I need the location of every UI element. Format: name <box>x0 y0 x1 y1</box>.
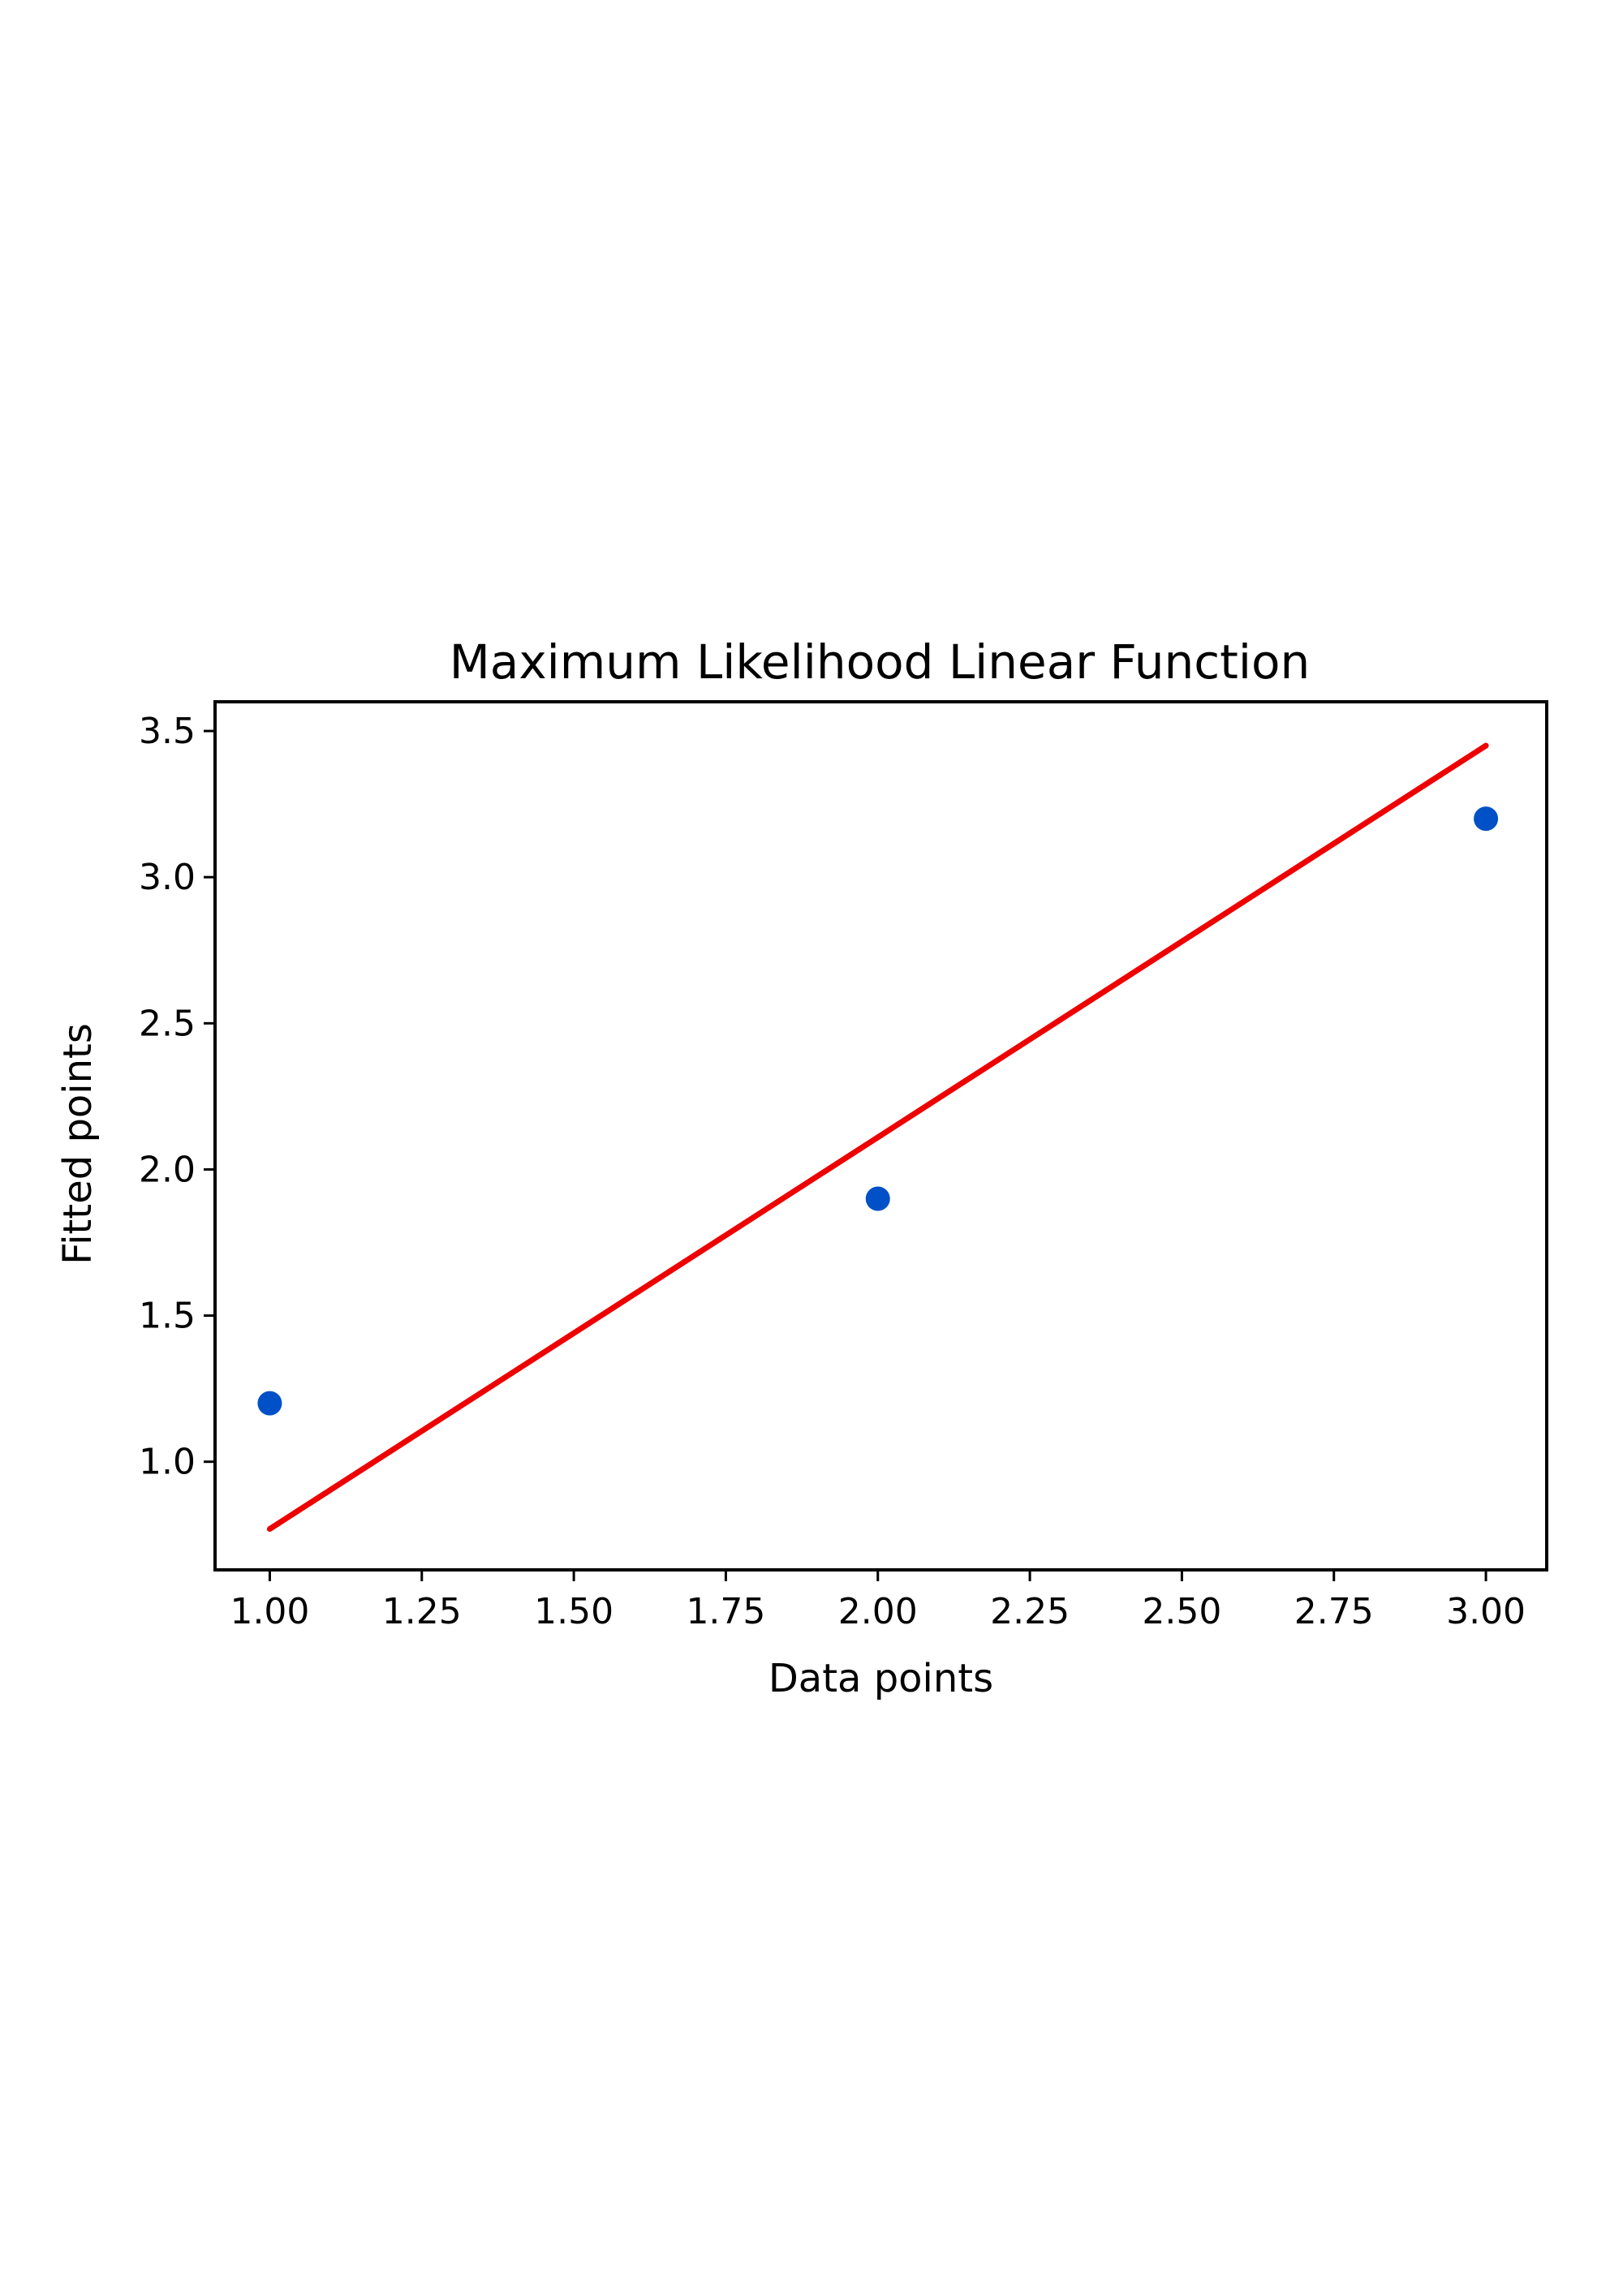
y-tick-label: 1.5 <box>139 1296 196 1337</box>
fit-line <box>266 742 1489 1533</box>
x-tick-label: 1.50 <box>534 1591 613 1632</box>
x-tick-label: 1.00 <box>230 1591 309 1632</box>
x-tick-label: 2.50 <box>1142 1591 1221 1632</box>
y-axis: 1.0 1.5 2.0 2.5 3.0 3.5 <box>139 711 215 1483</box>
x-tick-label: 2.00 <box>838 1591 918 1632</box>
y-axis-label: Fitted points <box>55 1023 101 1265</box>
x-tick-label: 3.00 <box>1446 1591 1526 1632</box>
x-tick-label: 1.75 <box>686 1591 765 1632</box>
data-point <box>865 1186 890 1211</box>
y-tick-label: 3.0 <box>139 857 196 898</box>
data-point <box>1474 806 1499 832</box>
plot-frame <box>213 700 1548 1572</box>
y-tick-label: 2.0 <box>139 1149 196 1190</box>
x-tick-label: 2.25 <box>990 1591 1070 1632</box>
y-tick-label: 2.5 <box>139 1003 196 1044</box>
plot-area <box>257 742 1499 1533</box>
x-axis-label: Data points <box>768 1656 993 1701</box>
x-axis: 1.00 1.25 1.50 1.75 2.00 2.25 2.50 2.75 3.00 <box>230 1570 1526 1632</box>
chart-title: Maximum Likelihood Linear Function <box>450 634 1310 690</box>
y-tick-label: 1.0 <box>139 1442 196 1483</box>
y-tick-label: 3.5 <box>139 711 196 752</box>
x-tick-label: 2.75 <box>1294 1591 1374 1632</box>
x-tick-label: 1.25 <box>382 1591 462 1632</box>
data-point <box>257 1391 282 1416</box>
